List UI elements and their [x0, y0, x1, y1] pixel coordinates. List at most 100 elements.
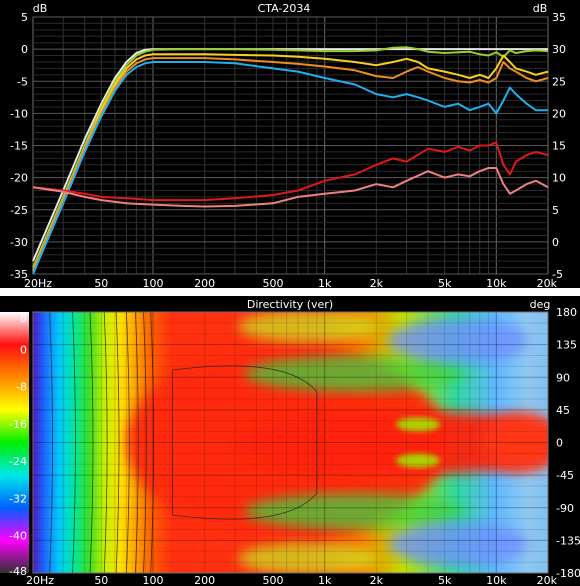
colorbar-tick-label: -40 [9, 530, 27, 543]
heatmap-lower-mid [238, 542, 378, 573]
heatmap-upper-hf [388, 319, 529, 363]
heatmap-hf-band [481, 412, 548, 473]
angle-tick-label: 90 [556, 371, 570, 384]
heatmap-upper-lobe [244, 355, 465, 392]
top-left-y-tick-label: -20 [10, 172, 28, 185]
heatmap-upper-mid [238, 312, 378, 343]
top-left-y-tick-label: -15 [10, 140, 28, 153]
cta-2034-chart: CTA-2034 dB dB 20Hz 50 100 200 500 1k 2k 5k 10k 2… [10, 2, 566, 290]
top-right-y-tick-label: 10 [552, 172, 566, 185]
top-left-y-tick-label: -5 [17, 75, 28, 88]
angle-tick-labels: 180 135 90 45 0 -45 -90 -135 -180 [556, 306, 580, 580]
heatmap-axis-band [236, 410, 548, 475]
top-series-line-0 [32, 48, 548, 262]
contour-line [125, 312, 130, 573]
directivity-chart: Directivity (ver) deg 20Hz 50 100 200 500 1k 2… [0, 298, 580, 586]
top-right-y-tick-label: -5 [552, 268, 563, 281]
top-series-line-4 [32, 61, 548, 275]
chart-separator [0, 288, 580, 296]
bottom-x-tick-label: 50 [94, 574, 108, 586]
heatmap-area [33, 312, 548, 573]
contour-line [103, 312, 108, 573]
bottom-grid [33, 312, 548, 573]
bottom-x-tick-label: 20k [537, 574, 558, 586]
top-left-y-tick-label: -25 [10, 204, 28, 217]
colorbar-tick-labels: 8 0 -8 -16 -24 -32 -40 -48 [9, 312, 27, 578]
heatmap-contours [49, 312, 318, 573]
top-right-y-tick-label: 25 [552, 75, 566, 88]
colorbar-tick-label: 0 [20, 343, 27, 356]
top-x-tick-label: 10k [486, 277, 507, 290]
angle-tick-label: 45 [556, 404, 570, 417]
bottom-x-tick-label: 20Hz [26, 574, 54, 586]
top-right-y-tick-label: 35 [552, 11, 566, 24]
angle-tick-label: -135 [556, 534, 580, 547]
heatmap-lower-lobe [244, 493, 465, 530]
heatmap-border [32, 311, 549, 574]
angle-tick-label: 180 [556, 306, 577, 319]
top-series-line-6 [32, 167, 549, 208]
top-left-y-tick-label: -35 [10, 268, 28, 281]
top-series-group [32, 46, 549, 275]
top-x-tick-label: 100 [142, 277, 163, 290]
bottom-chart-title: Directivity (ver) [247, 298, 333, 311]
top-series-line-1 [32, 46, 549, 268]
top-right-y-tick-labels: 35 30 25 20 15 10 5 0 -5 [552, 11, 566, 281]
contour-line [72, 312, 76, 573]
bottom-x-tick-labels: 20Hz 50 100 200 500 1k 2k 5k 10k 20k [26, 574, 558, 586]
bottom-x-tick-label: 2k [370, 574, 384, 586]
top-left-y-tick-label: 5 [21, 11, 28, 24]
bottom-x-tick-label: 1k [318, 574, 332, 586]
top-x-tick-label: 50 [94, 277, 108, 290]
top-left-y-tick-label: -30 [10, 236, 28, 249]
contour-line [49, 312, 54, 573]
heatmap-lower-hf [388, 522, 529, 566]
top-left-axis-unit: dB [33, 2, 48, 15]
top-right-y-tick-label: 30 [552, 43, 566, 56]
top-series-line-3 [32, 57, 549, 272]
top-chart-title: CTA-2034 [258, 2, 311, 15]
top-x-tick-label: 5k [438, 277, 452, 290]
bottom-x-tick-label: 5k [438, 574, 452, 586]
contour-main-lobe [172, 365, 318, 520]
colorbar-tick-label: -24 [9, 455, 27, 468]
contour-line [135, 312, 139, 573]
contour-line [115, 312, 120, 573]
top-x-tick-label: 20Hz [24, 277, 52, 290]
bottom-x-tick-label: 200 [194, 574, 215, 586]
top-series-line-5 [32, 141, 549, 202]
colorbar-tick-label: -48 [9, 565, 27, 578]
top-x-tick-label: 20k [537, 277, 558, 290]
angle-tick-label: -180 [556, 567, 580, 580]
bottom-right-axis-unit: deg [530, 298, 551, 311]
top-right-y-tick-label: 0 [552, 236, 559, 249]
top-x-tick-label: 200 [194, 277, 215, 290]
top-right-y-tick-label: 20 [552, 107, 566, 120]
colorbar-tick-label: -16 [9, 418, 27, 431]
angle-tick-label: 0 [556, 437, 563, 450]
top-right-y-tick-label: 15 [552, 140, 566, 153]
contour-line [143, 312, 147, 573]
top-x-tick-labels: 20Hz 50 100 200 500 1k 2k 5k 10k 20k [24, 277, 558, 290]
top-series-line-2 [32, 53, 549, 272]
top-left-y-tick-labels: 5 0 -5 -10 -15 -20 -25 -30 -35 [10, 11, 28, 281]
angle-tick-label: -90 [556, 502, 574, 515]
colorbar-tick-label: -8 [16, 381, 27, 394]
bottom-x-tick-label: 500 [262, 574, 283, 586]
colorbar-tick-label: -32 [9, 492, 27, 505]
heatmap-hotspot-down [396, 453, 441, 468]
top-left-y-tick-label: -10 [10, 107, 28, 120]
top-right-axis-unit: dB [533, 2, 548, 15]
colorbar-tick-label: 8 [20, 312, 27, 325]
bottom-x-tick-label: 10k [486, 574, 507, 586]
top-x-tick-label: 500 [262, 277, 283, 290]
bottom-x-tick-label: 100 [142, 574, 163, 586]
top-x-tick-label: 2k [370, 277, 384, 290]
top-right-y-tick-label: 5 [552, 204, 559, 217]
heatmap-hotspot-up [396, 417, 441, 432]
contour-line [150, 312, 155, 573]
top-x-tick-label: 1k [318, 277, 332, 290]
angle-tick-label: -45 [556, 469, 574, 482]
top-left-y-tick-label: 0 [21, 43, 28, 56]
